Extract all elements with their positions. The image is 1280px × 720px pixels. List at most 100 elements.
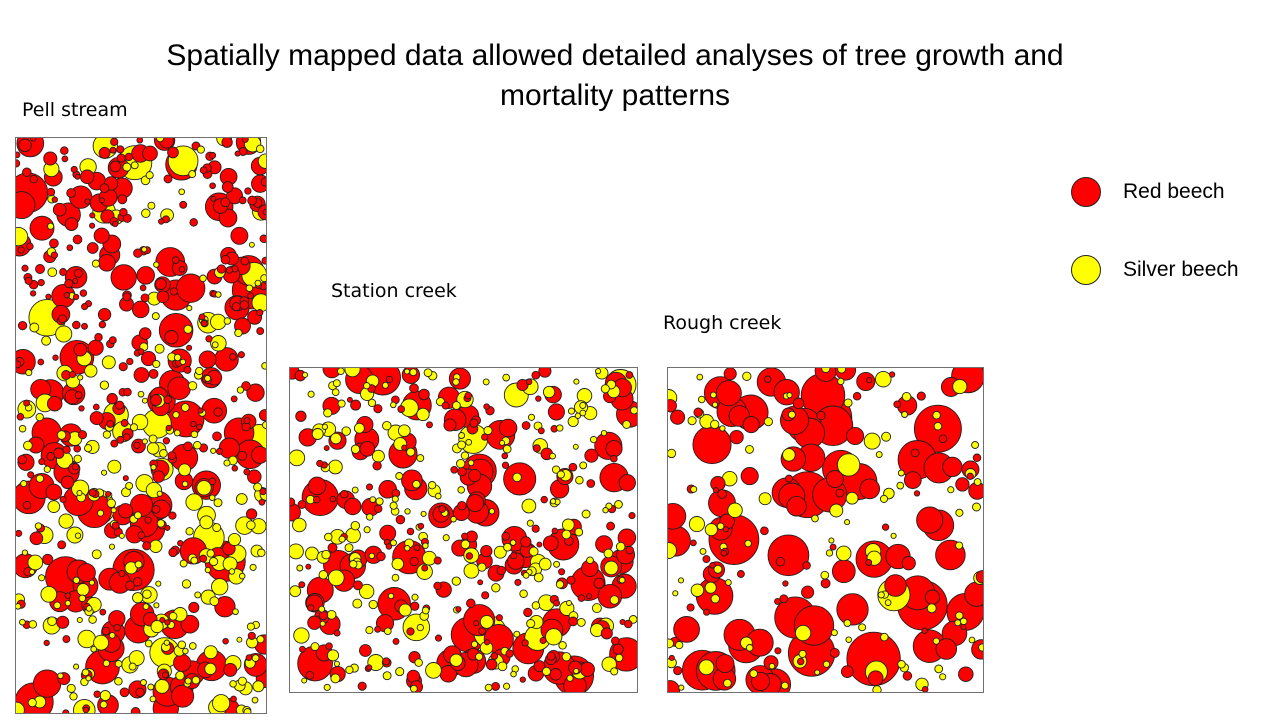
- red-beech-tree: [152, 470, 165, 483]
- silver-beech-tree: [365, 626, 374, 635]
- red-beech-tree: [244, 187, 252, 195]
- red-beech-tree: [110, 264, 137, 291]
- silver-beech-tree: [595, 368, 602, 375]
- red-beech-tree: [200, 320, 208, 327]
- red-beech-tree: [553, 599, 561, 607]
- red-beech-tree: [593, 577, 605, 589]
- silver-beech-tree: [193, 440, 202, 450]
- red-beech-tree: [46, 452, 55, 461]
- red-beech-tree: [760, 526, 769, 536]
- silver-beech-tree: [255, 144, 265, 154]
- red-beech-tree: [924, 589, 941, 605]
- red-beech-tree: [547, 403, 565, 421]
- plot-label-pell: Pell stream: [22, 99, 128, 121]
- red-beech-tree: [186, 344, 193, 351]
- red-beech-tree: [464, 391, 472, 400]
- red-beech-tree: [625, 545, 635, 555]
- red-beech-tree: [299, 645, 306, 653]
- silver-beech-tree: [531, 601, 541, 610]
- red-beech-tree: [533, 660, 546, 673]
- silver-beech-tree: [528, 546, 539, 557]
- silver-beech-tree: [248, 241, 255, 248]
- red-beech-tree: [93, 690, 101, 698]
- red-beech-tree: [168, 547, 178, 558]
- silver-beech-tree: [178, 188, 186, 196]
- silver-beech-tree: [502, 444, 512, 454]
- red-beech-tree: [125, 580, 135, 591]
- red-beech-tree: [972, 453, 982, 463]
- red-beech-tree: [234, 150, 241, 157]
- silver-beech-tree: [73, 663, 80, 670]
- silver-beech-tree: [719, 425, 726, 432]
- red-beech-tree: [323, 445, 330, 452]
- legend-item-silver-beech: Silver beech: [1071, 255, 1239, 285]
- red-beech-tree: [247, 469, 262, 485]
- silver-beech-tree: [99, 689, 111, 702]
- silver-beech-tree: [290, 449, 306, 467]
- silver-beech-tree: [579, 461, 588, 470]
- silver-beech-tree: [125, 481, 134, 490]
- silver-beech-tree: [395, 667, 405, 677]
- silver-beech-tree: [403, 368, 411, 375]
- red-beech-tree: [133, 441, 141, 449]
- red-beech-tree: [176, 273, 206, 303]
- silver-beech-tree: [209, 557, 219, 567]
- red-beech-tree: [46, 395, 63, 412]
- red-beech-tree: [50, 251, 59, 259]
- silver-beech-tree: [574, 412, 582, 419]
- red-beech-tree: [132, 577, 143, 587]
- silver-beech-tree: [290, 585, 302, 598]
- red-beech-tree: [49, 238, 59, 249]
- silver-beech-tree: [835, 545, 852, 562]
- silver-beech-tree: [66, 526, 84, 544]
- silver-beech-tree: [66, 683, 76, 693]
- red-beech-tree: [901, 556, 916, 571]
- silver-beech-tree: [326, 609, 337, 620]
- red-beech-tree: [960, 623, 967, 630]
- red-beech-tree: [77, 430, 88, 440]
- silver-beech-tree: [482, 378, 490, 386]
- red-beech-tree: [135, 687, 145, 697]
- silver-beech-tree: [406, 447, 416, 457]
- plot-station-map: [290, 368, 637, 692]
- red-beech-tree: [119, 208, 128, 217]
- silver-beech-tree: [196, 480, 212, 496]
- silver-beech-tree: [955, 611, 964, 620]
- red-beech-tree: [245, 654, 253, 661]
- silver-beech-tree: [47, 616, 57, 627]
- silver-beech-tree: [711, 401, 719, 408]
- silver-beech-tree: [576, 617, 586, 627]
- silver-beech-tree: [391, 573, 400, 582]
- silver-beech-tree: [101, 469, 108, 476]
- silver-beech-tree: [510, 670, 517, 678]
- red-beech-tree: [151, 504, 161, 514]
- red-beech-tree: [167, 376, 191, 400]
- red-beech-tree: [773, 379, 800, 406]
- silver-beech-tree: [404, 545, 411, 552]
- silver-beech-tree: [327, 569, 345, 587]
- red-beech-tree: [99, 183, 110, 194]
- silver-beech-tree: [416, 454, 425, 463]
- silver-beech-tree: [106, 498, 116, 508]
- red-beech-tree: [243, 417, 251, 425]
- silver-beech-tree: [512, 472, 522, 483]
- red-beech-tree: [457, 466, 467, 477]
- silver-beech-tree: [114, 677, 123, 686]
- red-beech-tree: [230, 695, 237, 703]
- red-beech-tree: [216, 264, 227, 274]
- red-beech-tree: [617, 528, 637, 548]
- silver-beech-tree: [153, 602, 160, 609]
- silver-beech-tree: [414, 658, 423, 667]
- red-beech-tree: [668, 502, 687, 530]
- silver-beech-tree: [181, 480, 189, 488]
- red-beech-tree: [921, 627, 928, 634]
- red-beech-tree: [261, 256, 266, 265]
- silver-beech-tree: [555, 580, 565, 589]
- silver-beech-tree: [73, 454, 82, 464]
- red-beech-tree: [231, 302, 241, 312]
- red-beech-tree: [223, 662, 238, 677]
- red-beech-tree: [140, 350, 157, 367]
- silver-beech-tree: [141, 438, 148, 445]
- red-beech-tree: [831, 559, 856, 584]
- red-beech-tree: [123, 387, 132, 397]
